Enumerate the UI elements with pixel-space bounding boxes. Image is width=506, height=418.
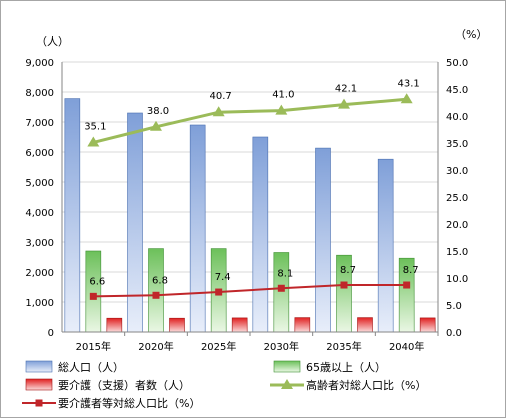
y-left-tick-label: 4,000 [25, 208, 54, 219]
legend-marker [35, 399, 43, 407]
bar-care-recipients [106, 317, 123, 333]
marker-care-ratio [215, 288, 223, 296]
legend-age65plus: 65歳以上（人） [273, 360, 386, 374]
y-left-tick-label: 3,000 [25, 238, 54, 249]
legend-care-ratio: 要介護者等対総人口比（%） [22, 396, 200, 410]
x-tick-label: 2020年 [138, 340, 173, 353]
bar-age65plus [85, 250, 102, 333]
legend-elderly-ratio: 高齢者対総人口比（%） [270, 378, 426, 392]
marker-elderly-ratio [150, 120, 162, 131]
legend-label: 65歳以上（人） [306, 361, 386, 374]
marker-care-ratio [403, 281, 411, 289]
marker-care-ratio [89, 292, 97, 300]
gridlines [62, 61, 438, 303]
bar-total-population [377, 158, 394, 333]
axes: 0 1,000 2,000 3,000 4,000 5,000 6,000 7,000 8,00… [25, 58, 468, 353]
x-tick-label: 2030年 [264, 340, 299, 353]
y-left-tick-label: 8,000 [25, 88, 54, 99]
bar-total-population [315, 147, 331, 333]
y-left-tick-label: 9,000 [25, 58, 54, 69]
data-label-elderly-ratio: 43.1 [398, 78, 420, 89]
line-elderly-ratio [92, 97, 407, 144]
bar-total-population [127, 112, 143, 333]
y-right-tick-label: 15.0 [446, 247, 468, 258]
legend-total-population: 総人口（人） [25, 360, 124, 374]
y-right-tick-label: 0.0 [446, 328, 462, 339]
series-lines [87, 93, 413, 300]
legend-label: 高齢者対総人口比（%） [306, 378, 426, 392]
marker-elderly-ratio [275, 104, 288, 115]
left-axis-unit: （人） [36, 35, 69, 48]
marker-elderly-ratio [400, 93, 413, 104]
data-label-care-ratio: 7.4 [215, 272, 231, 283]
bar-care-recipients [357, 317, 373, 333]
data-label-care-ratio: 8.7 [403, 265, 419, 276]
bars [64, 98, 436, 333]
data-label-elderly-ratio: 40.7 [210, 91, 232, 102]
y-right-tick-label: 25.0 [446, 193, 468, 204]
data-label-care-ratio: 8.7 [340, 265, 356, 276]
legend-marker [281, 379, 293, 389]
bar-care-recipients [294, 317, 311, 333]
legend: 総人口（人） 65歳以上（人） 要介護（支援）者数（人） 高齢者対総人口比（%） 要介護… [22, 360, 426, 410]
bar-care-recipients [419, 317, 436, 333]
y-left-tick-label: 6,000 [25, 148, 54, 159]
data-label-care-ratio: 8.1 [277, 268, 293, 279]
bar-total-population [189, 124, 206, 333]
y-right-tick-label: 50.0 [446, 58, 468, 69]
legend-care-recipients: 要介護（支援）者数（人） [25, 378, 190, 392]
right-axis-unit: （%） [455, 28, 487, 41]
marker-elderly-ratio [212, 106, 225, 117]
bar-total-population [252, 136, 269, 333]
x-tick-label: 2040年 [389, 340, 424, 353]
legend-swatch [25, 360, 53, 373]
data-labels: 35.1 38.0 40.7 41.0 42.1 43.1 6.6 6.8 7.4 8.1 8.7 8… [84, 78, 420, 287]
line-care-ratio [93, 284, 407, 298]
y-right-tick-label: 30.0 [446, 166, 468, 177]
x-tick-label: 2015年 [76, 340, 111, 353]
data-label-care-ratio: 6.6 [89, 276, 105, 287]
y-right-tick-label: 45.0 [446, 85, 468, 96]
y-left-tick-label: 2,000 [25, 268, 54, 279]
y-right-tick-label: 35.0 [446, 139, 468, 150]
y-right-tick-label: 40.0 [446, 112, 468, 123]
legend-label: 総人口（人） [58, 360, 124, 374]
legend-swatch [273, 360, 301, 373]
y-right-tick-label: 5.0 [446, 301, 462, 312]
y-left-tick-label: 0 [48, 328, 54, 339]
data-label-elderly-ratio: 42.1 [335, 84, 357, 95]
legend-label: 要介護者等対総人口比（%） [58, 396, 200, 410]
bar-care-recipients [169, 317, 185, 333]
data-label-elderly-ratio: 41.0 [272, 90, 294, 101]
legend-swatch [25, 378, 53, 391]
bar-age65plus [273, 252, 290, 333]
marker-care-ratio [277, 284, 285, 292]
y-left-tick-label: 5,000 [25, 178, 54, 189]
data-label-elderly-ratio: 38.0 [147, 106, 169, 117]
bar-age65plus [148, 248, 164, 333]
data-label-elderly-ratio: 35.1 [84, 121, 106, 132]
bar-total-population [64, 98, 81, 333]
y-right-tick-label: 20.0 [446, 220, 468, 231]
marker-care-ratio [340, 281, 348, 289]
y-left-tick-label: 7,000 [25, 118, 54, 129]
y-right-tick-label: 10.0 [446, 274, 468, 285]
marker-elderly-ratio [338, 98, 350, 109]
marker-elderly-ratio [87, 136, 100, 147]
y-left-tick-label: 1,000 [25, 298, 54, 309]
marker-care-ratio [152, 291, 160, 299]
x-tick-label: 2025年 [201, 340, 236, 353]
legend-label: 要介護（支援）者数（人） [58, 378, 190, 392]
bar-care-recipients [231, 317, 248, 333]
data-label-care-ratio: 6.8 [152, 275, 168, 286]
x-tick-label: 2035年 [326, 340, 361, 353]
